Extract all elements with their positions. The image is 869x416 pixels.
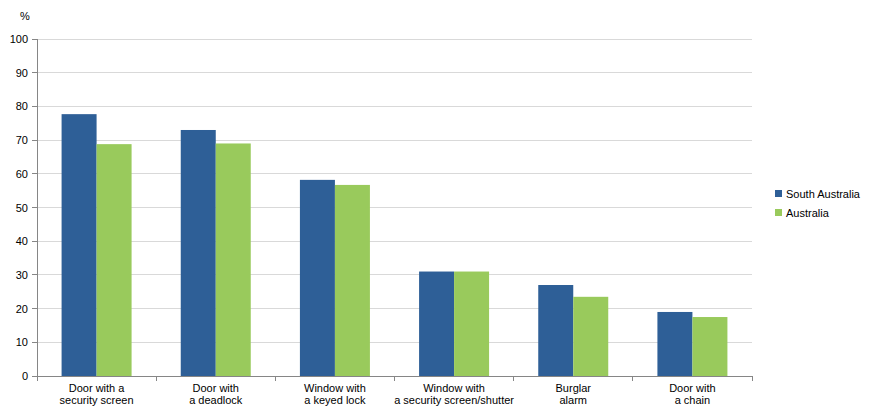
y-tick [32,39,37,40]
chart-svg: 0 10 20 30 40 50 60 70 80 90 100% Door with asecuri… [0,0,869,416]
chart-container: 0 10 20 30 40 50 60 70 80 90 100% Door with asecuri… [0,0,869,416]
legend: South Australia Australia [775,188,861,219]
bar [62,114,97,376]
x-tick-label-line: Window with [423,382,485,394]
x-tick-label-line: a keyed lock [304,394,366,406]
y-tick [32,274,37,275]
x-tick-label-line: alarm [559,394,587,406]
y-tick-label: 0 [22,370,28,382]
bar [181,130,216,376]
legend-label: Australia [786,207,830,219]
bar [692,317,727,376]
bar [454,272,489,376]
y-axis-line [37,39,38,376]
x-tick [632,376,633,381]
bar [573,297,608,376]
x-tick-label-line: Door with [193,382,239,394]
grid-line [37,207,752,208]
x-tick-label-line: Window with [304,382,366,394]
grid-line [37,342,752,343]
grid-line [37,106,752,107]
bar [216,143,251,376]
y-tick [32,207,37,208]
legend-label: South Australia [786,188,861,200]
y-tick [32,106,37,107]
y-tick-label: 30 [16,269,28,281]
x-tick-label: Door witha chain [669,382,715,406]
y-tick [32,342,37,343]
y-tick [32,173,37,174]
y-tick-label: 80 [16,100,28,112]
bar [538,285,573,376]
x-tick-label-line: Burglar [556,382,592,394]
bar [97,144,132,376]
grid-line [37,308,752,309]
y-tick-label: 60 [16,168,28,180]
y-tick [32,241,37,242]
y-tick [32,308,37,309]
y-tick-label: 100 [10,33,28,45]
legend-swatch [775,209,782,216]
x-tick [752,376,753,381]
x-tick [156,376,157,381]
y-tick-label: 10 [16,336,28,348]
y-tick-label: 50 [16,202,28,214]
x-tick-label: Door with asecurity screen [60,382,134,406]
grid-line [37,39,752,40]
y-tick [32,140,37,141]
x-tick [275,376,276,381]
x-tick-label-line: a chain [675,394,710,406]
bar [300,180,335,376]
y-tick [32,72,37,73]
y-axis-label: % [20,10,30,22]
bar [335,185,370,376]
y-tick-label: 40 [16,235,28,247]
x-tick-label-line: security screen [60,394,134,406]
y-tick-label: 90 [16,67,28,79]
x-tick [37,376,38,381]
bars [62,114,728,376]
grid [32,39,752,376]
y-tick [32,376,37,377]
x-tick-label-line: Door with a [69,382,126,394]
x-tick-label: Window witha security screen/shutter [394,382,514,406]
x-tick [513,376,514,381]
bar [419,272,454,376]
x-tick-label-line: Door with [669,382,715,394]
x-tick-label-line: a deadlock [189,394,243,406]
x-tick-label-line: a security screen/shutter [394,394,514,406]
grid-line [37,173,752,174]
grid-line [37,72,752,73]
x-tick-label: Burglaralarm [556,382,592,406]
x-tick-label: Window witha keyed lock [304,382,366,406]
x-tick-label: Door witha deadlock [189,382,243,406]
y-tick-label: 70 [16,134,28,146]
x-tick [394,376,395,381]
grid-line [37,241,752,242]
bar [657,312,692,376]
y-tick-label: 20 [16,303,28,315]
legend-swatch [775,190,782,197]
grid-line [37,274,752,275]
grid-line [37,140,752,141]
